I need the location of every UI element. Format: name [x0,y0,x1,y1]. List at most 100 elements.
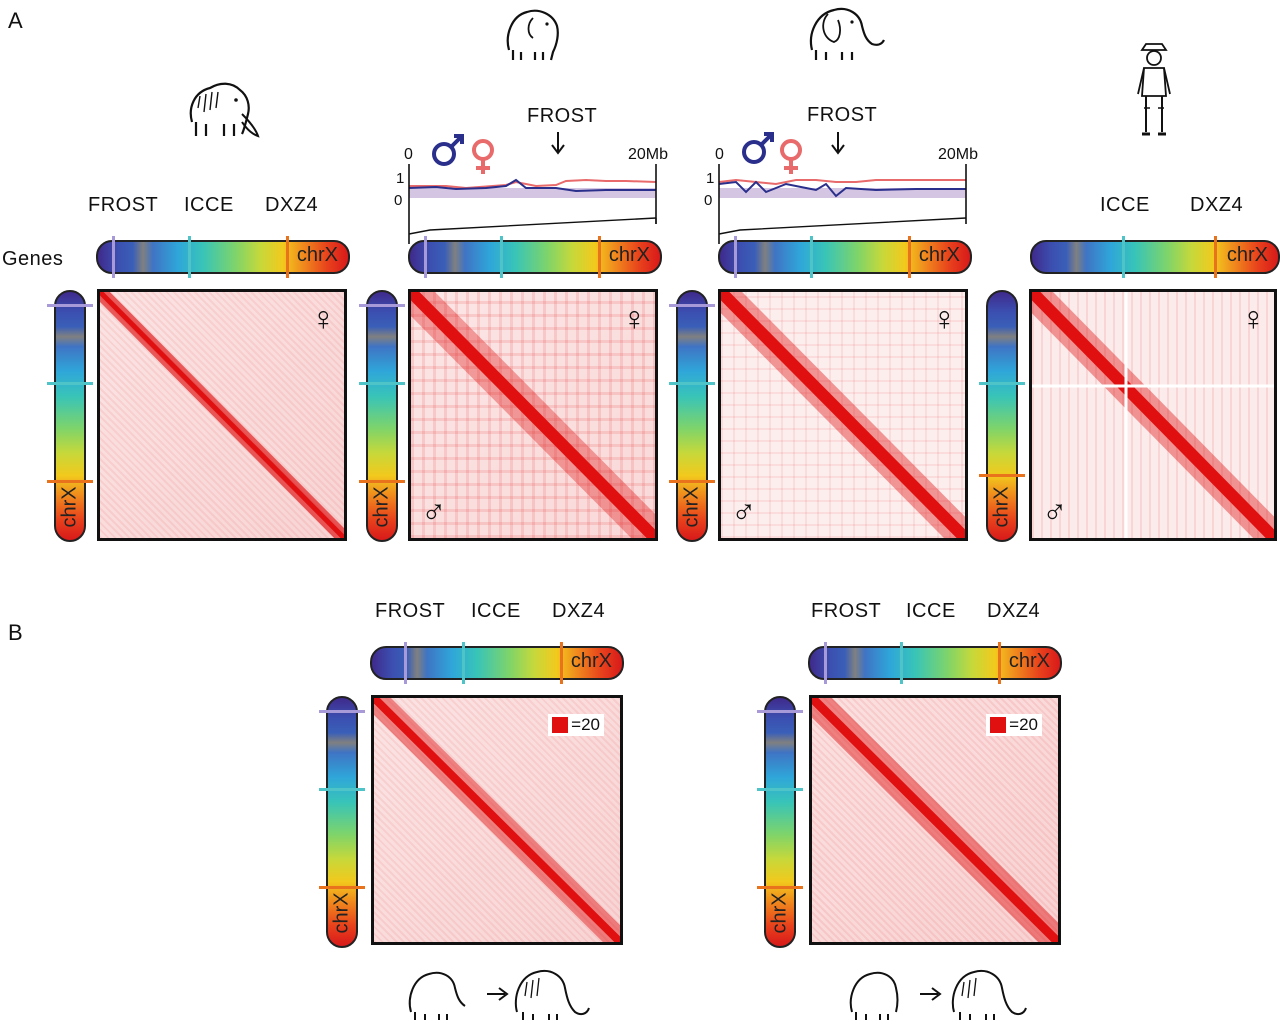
chrx-label: chrX [1226,244,1268,266]
b-left-scale-legend: =20 [548,714,604,736]
frost-tick [47,304,93,307]
female-symbol: ♀ [621,300,648,338]
mammoth-icce-label: ICCE [184,194,234,216]
b-left-vertical-chrx-bar: chrX [319,696,365,948]
african-elephant-icon [809,7,885,60]
icce-tick [188,236,191,278]
icce-tick [462,642,465,684]
b-left-diagonal-signal [374,698,620,942]
chrx-label: chrX [918,244,960,266]
african-frost-arrow-icon [831,132,845,155]
asian-vertical-chrx-bar: chrX [359,290,405,542]
human-icce-label: ICCE [1100,194,1150,216]
icce-tick [47,382,93,385]
dxz4-tick [908,236,911,278]
chrx-label: chrX [370,486,393,528]
b-right-vertical-chrx-bar: chrX [757,696,803,948]
asian-frost-arrow-icon [551,132,565,155]
asian-female-symbol-icon [472,139,494,174]
frost-tick [319,710,365,713]
african-female-symbol-icon [780,139,802,174]
dxz4-tick [560,642,563,684]
african-y-zero: 0 [704,192,713,209]
b-left-frost-label: FROST [375,600,446,622]
icce-tick [319,788,365,791]
mammoth-diagonal-signal [100,292,344,538]
icce-tick [669,382,715,385]
b-left-chrx-bar: chrX [370,642,624,684]
dxz4-tick [359,480,405,483]
frost-tick [757,710,803,713]
african-scale-start: 0 [715,146,724,163]
frost-tick [404,642,407,684]
chrx-label: chrX [768,892,791,934]
asian-scale-end: 20Mb [628,146,669,163]
human-chrx-bar: chrX [1030,236,1280,278]
legend-label: =20 [1009,715,1038,734]
asian-coverage-plot [408,164,657,244]
african-coverage-plot [718,164,967,244]
icce-tick [757,788,803,791]
icce-tick [810,236,813,278]
chrx-label: chrX [570,650,612,672]
legend-swatch [990,717,1007,733]
male-symbol: ♂ [731,492,757,530]
asian-chrx-bar: chrX [408,236,662,278]
b-right-icce-label: ICCE [906,600,956,622]
icce-tick [1122,236,1125,278]
panel-label-a: A [8,8,23,33]
mammoth-vertical-chrx-bar: chrX [47,290,93,542]
dxz4-tick [319,886,365,889]
legend-swatch [552,717,569,733]
human-dxz4-label: DXZ4 [1190,194,1244,216]
male-symbol: ♂ [421,492,447,530]
frost-tick [734,236,737,278]
asian-y-zero: 0 [394,192,403,209]
b-left-dxz4-label: DXZ4 [552,600,606,622]
b-right-scale-legend: =20 [986,714,1042,736]
b-right-diagonal-signal [812,698,1058,942]
female-symbol: ♀ [931,300,958,338]
mammoth-dxz4-label: DXZ4 [265,194,319,216]
dxz4-tick [598,236,601,278]
genes-label: Genes [2,248,64,270]
african-frost-label: FROST [807,104,878,126]
elephant-to-mammoth-icon [849,970,1027,1020]
frost-tick [112,236,115,278]
panel-label-b: B [8,620,23,645]
dxz4-tick [757,886,803,889]
african-diagonal-signal [721,292,965,538]
frost-tick [669,304,715,307]
female-symbol: ♀ [1240,300,1267,338]
mammoth-chrx-bar: chrX [96,236,350,278]
dxz4-tick [998,642,1001,684]
legend-label: =20 [571,715,600,734]
asian-diagonal-signal [411,292,655,538]
dxz4-tick [286,236,289,278]
asian-frost-label: FROST [527,105,598,127]
icce-tick [900,642,903,684]
african-male-symbol-icon [742,132,774,164]
african-scale-end: 20Mb [938,146,979,163]
icce-tick [500,236,503,278]
dxz4-tick [979,474,1025,477]
human-contact-map: ♀ ♂ [1029,289,1277,541]
chrx-label: chrX [680,486,703,528]
dxz4-tick [47,480,93,483]
chrx-label: chrX [608,244,650,266]
frost-tick [359,304,405,307]
b-right-dxz4-label: DXZ4 [987,600,1041,622]
asian-male-symbol-icon [432,134,464,166]
chrx-label: chrX [990,486,1013,528]
icce-tick [979,382,1025,385]
chrx-label: chrX [330,892,353,934]
dxz4-tick [669,480,715,483]
mammoth-contact-map: ♀ [97,289,347,541]
asian-scale-start: 0 [404,146,413,163]
human-vertical-chrx-bar: chrX [979,290,1025,542]
human-icon [1137,43,1171,136]
human-diagonal-signal [1032,292,1274,538]
african-chrx-bar: chrX [718,236,972,278]
mammoth-frost-label: FROST [88,194,159,216]
african-vertical-chrx-bar: chrX [669,290,715,542]
